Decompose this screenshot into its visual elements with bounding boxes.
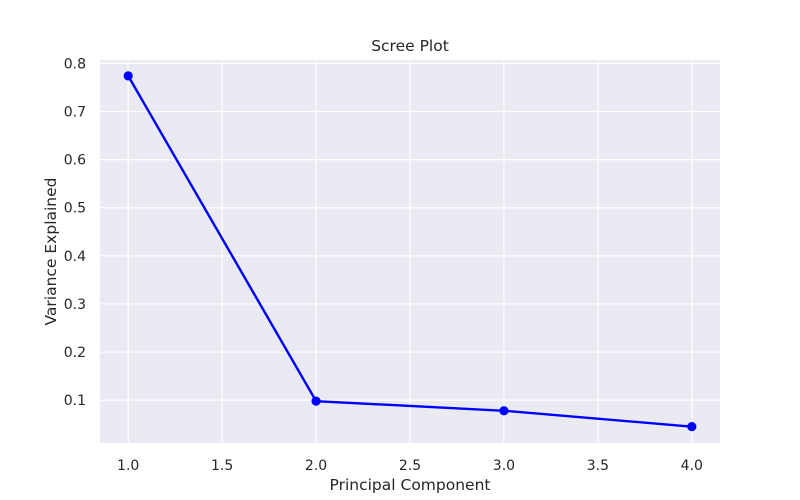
data-point [311,396,321,406]
x-axis-title: Principal Component [330,476,491,494]
data-point [123,71,133,81]
y-tick-labels: 0.1 0.2 0.3 0.4 0.5 0.6 0.7 0.8 [64,56,86,409]
y-tick-label: 0.4 [64,249,86,265]
y-tick-label: 0.1 [64,393,86,409]
y-tick-label: 0.7 [64,104,86,120]
y-tick-label: 0.3 [64,297,86,313]
x-tick-label: 2.5 [399,458,421,474]
y-tick-label: 0.8 [64,56,86,72]
chart-title: Scree Plot [371,37,449,55]
y-tick-label: 0.2 [64,345,86,361]
x-tick-label: 2.0 [305,458,327,474]
x-tick-label: 3.5 [587,458,609,474]
series-layer [123,71,697,432]
x-tick-label: 4.0 [681,458,703,474]
x-tick-label: 1.0 [117,458,139,474]
y-tick-label: 0.6 [64,153,86,169]
y-axis-title: Variance Explained [42,178,60,326]
x-tick-label: 1.5 [211,458,233,474]
x-tick-labels: 1.0 1.5 2.0 2.5 3.0 3.5 4.0 [117,458,703,474]
series-line [126,74,694,428]
data-point [687,422,697,432]
x-tick-label: 3.0 [493,458,515,474]
data-point [499,406,509,416]
grid [100,60,720,443]
y-tick-label: 0.5 [64,201,86,217]
